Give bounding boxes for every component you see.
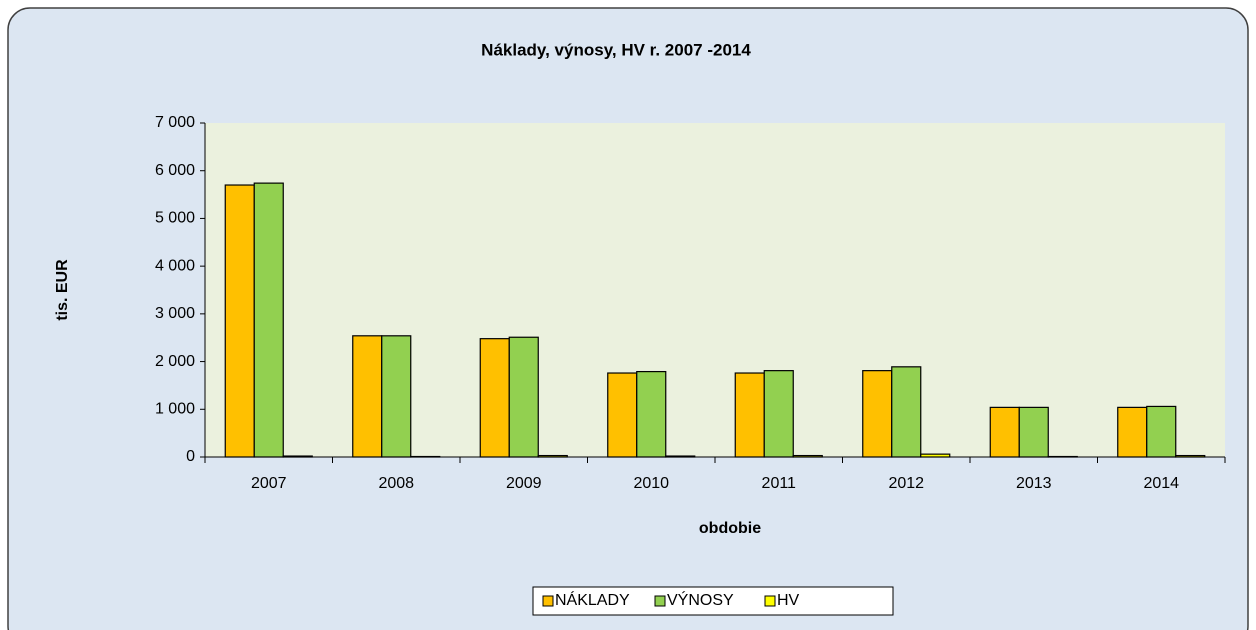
- x-axis-label: obdobie: [699, 520, 761, 537]
- bar: [734, 372, 765, 458]
- y-tick-label: 5 000: [155, 210, 195, 227]
- bar: [862, 370, 893, 458]
- x-tick-label: 2007: [251, 475, 287, 492]
- bar: [253, 182, 284, 458]
- chart-title: Náklady, výnosy, HV r. 2007 -2014: [481, 40, 751, 59]
- x-tick-label: 2008: [378, 475, 414, 492]
- y-tick-label: 0: [186, 448, 195, 465]
- legend-label: VÝNOSY: [667, 590, 734, 609]
- x-tick-label: 2012: [888, 475, 924, 492]
- bar: [1117, 406, 1148, 458]
- x-tick-label: 2013: [1016, 475, 1052, 492]
- x-tick-label: 2010: [633, 475, 669, 492]
- bar: [381, 335, 412, 458]
- bar: [508, 336, 539, 458]
- x-tick-label: 2014: [1143, 475, 1179, 492]
- bar: [1018, 406, 1049, 458]
- legend-swatch: [542, 595, 554, 607]
- legend-label: NÁKLADY: [555, 590, 630, 609]
- y-tick-label: 3 000: [155, 305, 195, 322]
- y-tick-label: 6 000: [155, 162, 195, 179]
- legend-label: HV: [777, 592, 800, 609]
- bar: [224, 184, 255, 458]
- y-tick-label: 7 000: [155, 114, 195, 131]
- legend: [532, 586, 894, 616]
- y-tick-label: 4 000: [155, 257, 195, 274]
- y-axis-label: tis. EUR: [54, 259, 71, 321]
- bar: [607, 372, 638, 458]
- bar: [479, 338, 510, 458]
- legend-swatch: [764, 595, 776, 607]
- bar: [763, 370, 794, 458]
- y-tick-label: 1 000: [155, 401, 195, 418]
- bar: [352, 335, 383, 458]
- bar: [989, 406, 1020, 458]
- x-tick-label: 2009: [506, 475, 542, 492]
- bar: [636, 370, 667, 458]
- legend-swatch: [654, 595, 666, 607]
- bar: [891, 366, 922, 458]
- bar: [1146, 405, 1177, 458]
- y-tick-label: 2 000: [155, 353, 195, 370]
- x-tick-label: 2011: [762, 475, 797, 492]
